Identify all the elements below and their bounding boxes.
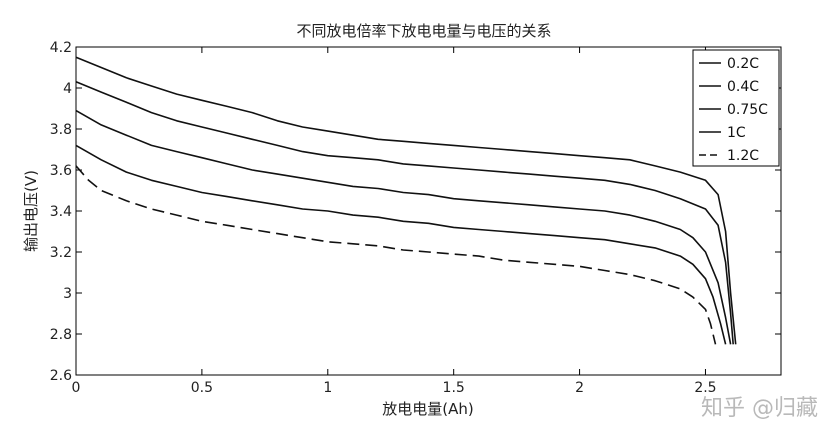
chart-title: 不同放电倍率下放电电量与电压的关系	[296, 22, 551, 40]
x-tick-label: 0.5	[191, 380, 213, 396]
series-line-1C	[75, 144, 727, 345]
legend-label: 0.75C	[727, 102, 768, 118]
y-axis-label: 输出电压(V)	[22, 170, 40, 252]
y-tick-label: 3	[63, 286, 72, 302]
series-line-0.75C	[75, 109, 732, 345]
series-layer	[75, 56, 737, 345]
legend-box	[692, 49, 780, 167]
y-tick-label: 3.4	[50, 204, 72, 220]
watermark: 知乎 @归藏	[701, 396, 818, 421]
x-tick-label: 0	[72, 380, 81, 396]
series-line-0.2C	[75, 56, 737, 345]
y-tick-label: 3.6	[50, 163, 72, 179]
legend-label: 0.4C	[727, 79, 759, 95]
y-tick-label: 4.2	[50, 40, 72, 56]
x-tick-label: 2	[575, 380, 584, 396]
y-tick-label: 3.2	[50, 245, 72, 261]
y-tick-label: 2.8	[50, 327, 72, 343]
legend-label: 1.2C	[727, 148, 759, 164]
y-tick-label: 4	[63, 81, 72, 97]
legend-label: 1C	[727, 125, 746, 141]
series-line-1.2C	[75, 165, 717, 345]
y-tick-label: 2.6	[50, 368, 72, 384]
y-tick-label: 3.8	[50, 122, 72, 138]
x-tick-label: 2.5	[694, 380, 716, 396]
x-tick-label: 1.5	[443, 380, 465, 396]
plot-frame	[75, 46, 782, 376]
x-axis-label: 放电电量(Ah)	[382, 400, 473, 418]
axis-ticks: 0 0.5 1 1.5 2 2.5 2.6 2.8 3 3.2 3.4 3.6 3.8 4 4.2	[50, 40, 781, 396]
legend: 0.2C 0.4C 0.75C 1C 1.2C	[692, 49, 780, 167]
legend-label: 0.2C	[727, 56, 759, 72]
series-line-0.4C	[75, 81, 734, 345]
x-tick-label: 1	[323, 380, 332, 396]
